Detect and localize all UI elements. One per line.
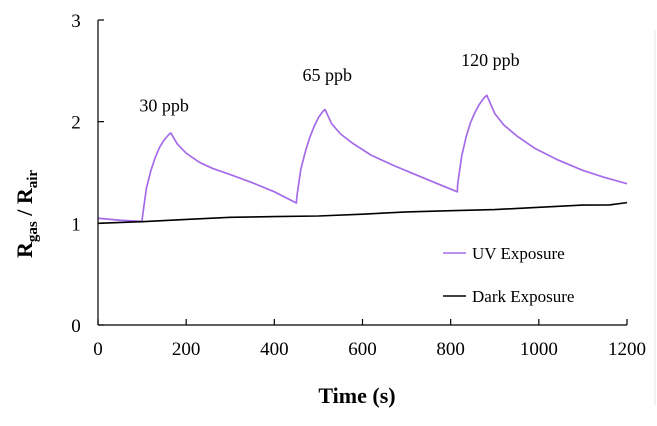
- series-group: [97, 94, 628, 225]
- y-axis-title-sub-1: gas: [25, 221, 41, 242]
- dark-exposure-line: [97, 201, 628, 225]
- x-tick-label: 600: [348, 339, 377, 360]
- uv-exposure-line: [97, 94, 628, 223]
- legend-label-dark: Dark Exposure: [472, 287, 574, 306]
- y-axis-title-main-1: R: [12, 241, 37, 258]
- peak-annotation: 65 ppb: [302, 65, 352, 85]
- peak-annotation: 120 ppb: [461, 50, 520, 70]
- annotations-group: 30 ppb 65 ppb 120 ppb: [139, 50, 519, 116]
- x-tick-label: 0: [93, 339, 103, 360]
- legend-label-uv: UV Exposure: [472, 244, 565, 263]
- y-tick-label: 3: [71, 11, 81, 32]
- x-tick-label: 400: [260, 339, 289, 360]
- y-axis-title: Rgas / Rair: [12, 170, 41, 258]
- y-axis-title-sub-2: air: [25, 170, 41, 189]
- x-tick-label: 1000: [520, 339, 558, 360]
- y-tick-label: 2: [71, 113, 81, 134]
- x-axis-title: Time (s): [318, 383, 395, 408]
- legend: UV Exposure Dark Exposure: [443, 244, 574, 306]
- y-axis-title-separator: /: [12, 204, 37, 221]
- y-axis-title-main-2: R: [12, 187, 37, 204]
- y-tick-label: 0: [71, 316, 81, 337]
- x-tick-label: 800: [436, 339, 465, 360]
- x-tick-label: 200: [172, 339, 201, 360]
- x-axis-ticks: 0 200 400 600 800 1000 1200: [93, 319, 646, 360]
- x-tick-label: 1200: [608, 339, 646, 360]
- peak-annotation: 30 ppb: [139, 96, 189, 116]
- y-tick-label: 1: [71, 214, 81, 235]
